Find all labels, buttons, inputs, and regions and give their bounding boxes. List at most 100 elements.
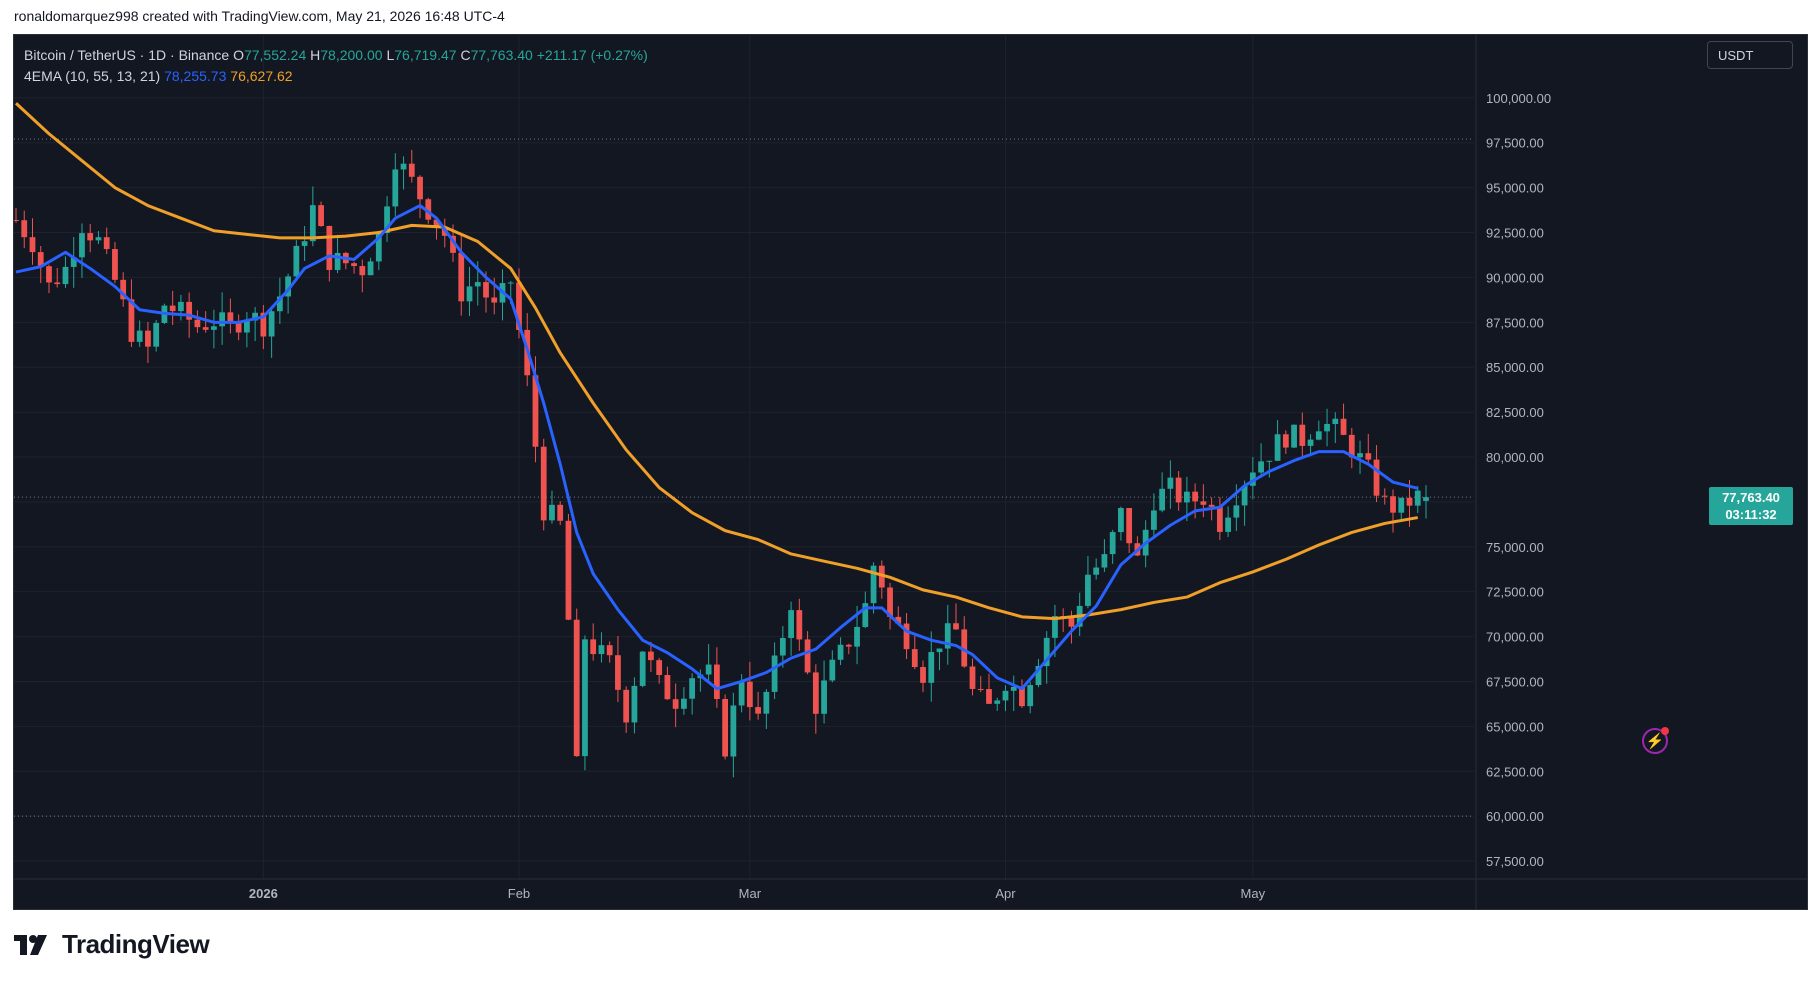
candle-body — [1373, 459, 1380, 496]
candle-body — [145, 330, 151, 347]
ema-fast-line — [15, 204, 1419, 691]
candle-body — [128, 299, 135, 342]
candle-body — [120, 279, 127, 300]
candle-body — [557, 504, 564, 521]
candle-body — [1183, 491, 1190, 503]
candle-body — [1208, 504, 1215, 507]
tradingview-logo[interactable]: TradingView — [14, 929, 210, 960]
low-value: 76,719.47 — [394, 47, 457, 63]
candle-body — [136, 330, 143, 342]
candle-body — [1324, 423, 1330, 432]
candle-body — [1282, 434, 1289, 448]
candle-body — [1249, 472, 1256, 486]
chart-panel[interactable]: 57,500.00 60,000.00 62,500.00 65,000.00 67,5… — [13, 34, 1808, 910]
candle-body — [21, 220, 28, 238]
candle-body — [103, 237, 110, 250]
candle-body — [326, 226, 333, 270]
candle-body — [1225, 517, 1231, 532]
candle-body — [466, 286, 473, 302]
candle-body — [903, 623, 910, 650]
candle-body — [79, 233, 85, 258]
candle-body — [1414, 490, 1421, 506]
tradingview-logo-icon — [14, 934, 47, 955]
candle-body — [474, 282, 481, 287]
last-price-value: 77,763.40 — [1722, 490, 1780, 506]
candle-body — [606, 645, 613, 656]
candle-body — [796, 610, 803, 640]
candle-body — [169, 305, 176, 312]
candle-body — [549, 504, 555, 521]
price-axis-label: 85,000.00 — [1486, 360, 1544, 375]
candle-body — [29, 237, 36, 253]
candle-body — [62, 266, 69, 285]
candle-body — [400, 163, 407, 170]
candle-body — [738, 681, 745, 706]
candle-body — [598, 645, 605, 655]
candle-body — [911, 649, 918, 668]
time-axis-label: Feb — [508, 886, 530, 901]
candle-body — [1002, 690, 1009, 701]
close-value: 77,763.40 — [470, 47, 533, 63]
candle-body — [425, 199, 432, 220]
candle-body — [268, 311, 275, 337]
candle-body — [812, 672, 819, 714]
candle-body — [14, 219, 19, 221]
symbol-title[interactable]: Bitcoin / TetherUS · 1D · Binance — [24, 47, 230, 63]
candle-body — [112, 249, 118, 280]
indicator-title[interactable]: 4EMA (10, 55, 13, 21) — [24, 68, 161, 84]
candle-body — [788, 610, 794, 639]
candle-body — [664, 674, 671, 700]
candle-body — [202, 327, 209, 330]
high-label: H — [310, 47, 321, 63]
candle-body — [977, 688, 984, 690]
price-axis-label: 92,500.00 — [1486, 226, 1544, 241]
candle-body — [1200, 501, 1207, 505]
ema-slow-value: 76,627.62 — [230, 68, 293, 84]
candle-body — [243, 320, 250, 333]
candle-body — [771, 655, 778, 692]
lightning-bolt-icon[interactable]: ⚡ — [1642, 728, 1668, 754]
price-chart[interactable]: 57,500.00 60,000.00 62,500.00 65,000.00 67,5… — [14, 35, 1807, 909]
price-axis-label: 57,500.00 — [1486, 854, 1544, 869]
candle-body — [1406, 497, 1413, 506]
candle-body — [1027, 685, 1034, 707]
candle-body — [829, 659, 836, 681]
candle-body — [450, 235, 456, 253]
price-axis-label: 62,500.00 — [1486, 764, 1544, 779]
bar-countdown: 03:11:32 — [1725, 507, 1777, 523]
candle-body — [483, 282, 489, 298]
price-axis-label: 60,000.00 — [1486, 809, 1544, 824]
price-axis-label: 72,500.00 — [1486, 585, 1544, 600]
candle-body — [672, 699, 679, 709]
candle-body — [722, 698, 729, 757]
price-axis-label: 90,000.00 — [1486, 270, 1544, 285]
candle-body — [887, 587, 893, 617]
candle-body — [285, 276, 291, 297]
candle-body — [1365, 453, 1372, 460]
candle-body — [1216, 506, 1223, 532]
candle-body — [1299, 424, 1306, 446]
candle-body — [507, 282, 514, 284]
price-axis-label: 75,000.00 — [1486, 540, 1544, 555]
currency-button[interactable]: USDT — [1707, 41, 1793, 69]
candle-body — [276, 296, 283, 312]
candle-body — [235, 321, 242, 333]
chart-attribution: ronaldomarquez998 created with TradingVi… — [14, 8, 505, 24]
candle-body — [862, 603, 869, 627]
candle-body — [54, 282, 61, 285]
candle-body — [359, 266, 366, 276]
candle-body — [1019, 686, 1025, 707]
candle-body — [318, 205, 324, 227]
change-value: +211.17 (+0.27%) — [536, 47, 648, 63]
candle-body — [573, 619, 580, 757]
open-value: 77,552.24 — [243, 47, 307, 63]
candle-body — [37, 252, 44, 267]
time-axis-label: Apr — [995, 886, 1016, 901]
candle-body — [1151, 510, 1157, 530]
candle-body — [408, 163, 415, 177]
candle-body — [95, 237, 102, 241]
candle-body — [540, 446, 547, 521]
candle-body — [178, 301, 184, 312]
price-axis-label: 65,000.00 — [1486, 719, 1544, 734]
candle-body — [804, 639, 811, 673]
